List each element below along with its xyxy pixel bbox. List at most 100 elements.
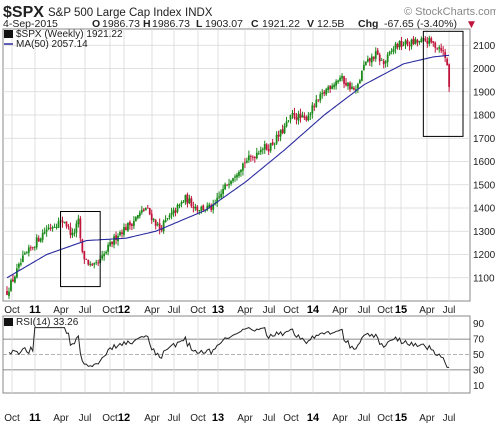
- candle-body: [325, 89, 328, 95]
- candle-body: [351, 86, 353, 89]
- candle-body: [424, 38, 427, 41]
- candle-body: [61, 220, 64, 223]
- candle-body: [289, 114, 292, 120]
- candle-body: [39, 238, 42, 242]
- candle-body: [244, 162, 246, 164]
- candle-body: [89, 263, 92, 265]
- candle-body: [75, 223, 78, 233]
- candle-body: [321, 92, 324, 95]
- candle-body: [430, 38, 433, 43]
- rsi-y-tick-label: 30: [473, 365, 485, 376]
- x-tick-label: Oct: [190, 413, 206, 424]
- candle-body: [436, 48, 439, 50]
- candle-body: [275, 134, 278, 144]
- candle-body: [8, 291, 10, 296]
- candle-body: [242, 163, 244, 171]
- candle-body: [368, 58, 371, 62]
- candle-body: [259, 149, 262, 153]
- candle-body: [360, 70, 363, 81]
- candle-body: [160, 228, 163, 231]
- candle-body: [261, 148, 264, 150]
- candle-body: [309, 113, 312, 116]
- candle-body: [257, 153, 260, 154]
- candle-body: [234, 176, 236, 178]
- rsi-y-tick-label: 70: [473, 335, 485, 346]
- quote-date: 4-Sep-2015: [3, 18, 58, 30]
- x-tick-label: 15: [395, 304, 407, 316]
- x-tick-label: Apr: [144, 305, 160, 316]
- candle-body: [47, 227, 50, 230]
- candle-body: [408, 44, 411, 46]
- candle-body: [65, 221, 68, 227]
- price-y-tick-label: 1300: [473, 227, 496, 238]
- candle-body: [146, 207, 149, 209]
- x-tick-label: Jul: [263, 413, 276, 424]
- x-tick-label: Apr: [332, 305, 348, 316]
- candle-body: [299, 113, 302, 118]
- candle-body: [337, 80, 339, 83]
- candle-body: [410, 39, 413, 47]
- x-tick-label: 11: [29, 304, 41, 316]
- x-tick-label: 12: [118, 304, 130, 316]
- candle-body: [132, 221, 135, 226]
- candle-body: [41, 232, 44, 240]
- candle-body: [10, 280, 12, 291]
- candle-body: [77, 218, 80, 225]
- candle-body: [251, 156, 254, 158]
- ma-legend: MA(50) 2057.14: [16, 39, 88, 50]
- candle-body: [158, 223, 161, 230]
- price-y-tick-label: 1700: [473, 134, 496, 145]
- x-tick-label: Jul: [168, 305, 181, 316]
- candle-body: [273, 143, 276, 145]
- candle-body: [45, 229, 48, 232]
- rsi-grid: [3, 316, 470, 393]
- candle-body: [81, 239, 84, 252]
- ma50-line: [6, 54, 450, 279]
- candle-body: [370, 56, 373, 63]
- x-tick-label: Oct: [283, 305, 299, 316]
- candle-body: [125, 227, 127, 231]
- candle-body: [253, 157, 256, 159]
- x-tick-label: 12: [118, 412, 130, 424]
- candle-body: [107, 245, 110, 252]
- candle-body: [236, 174, 238, 178]
- candle-body: [353, 87, 355, 90]
- candle-body: [414, 39, 417, 45]
- candle-body: [271, 142, 274, 145]
- x-tick-label: Oct: [102, 413, 118, 424]
- x-tick-label: Apr: [237, 305, 253, 316]
- x-tick-label: Jul: [443, 305, 456, 316]
- candle-body: [105, 251, 108, 254]
- x-tick-label: Jul: [79, 413, 92, 424]
- rsi-y-tick-label: 90: [473, 319, 485, 330]
- candle-body: [87, 260, 90, 265]
- candle-body: [196, 206, 199, 211]
- high-label: H: [143, 18, 151, 30]
- candle-body: [27, 247, 30, 253]
- candle-body: [238, 171, 240, 176]
- x-tick-label: Oct: [102, 305, 118, 316]
- price-y-tick-label: 2100: [473, 41, 496, 52]
- price-y-tick-label: 1800: [473, 111, 496, 122]
- change-value: -67.65 (-3.40%): [384, 18, 457, 30]
- candle-body: [319, 94, 322, 101]
- candle-body: [154, 220, 157, 226]
- candle-body: [230, 181, 232, 184]
- x-tick-label: Oct: [377, 413, 393, 424]
- candle-body: [121, 232, 123, 235]
- candle-body: [180, 202, 183, 205]
- price-y-tick-label: 2000: [473, 64, 496, 75]
- candle-body: [166, 218, 169, 220]
- candle-body: [347, 82, 349, 87]
- candle-body: [113, 236, 115, 245]
- candle-body: [245, 160, 248, 163]
- price-legend: $SPX (Weekly) 1921.22: [16, 29, 123, 40]
- candle-body: [216, 197, 219, 203]
- candle-body: [208, 204, 211, 207]
- index-name: S&P 500 Large Cap Index: [48, 7, 182, 19]
- x-tick-label: Jul: [263, 305, 276, 316]
- candle-body: [357, 83, 359, 89]
- candle-body: [93, 262, 96, 265]
- candle-body: [287, 120, 290, 122]
- candle-body: [16, 268, 18, 278]
